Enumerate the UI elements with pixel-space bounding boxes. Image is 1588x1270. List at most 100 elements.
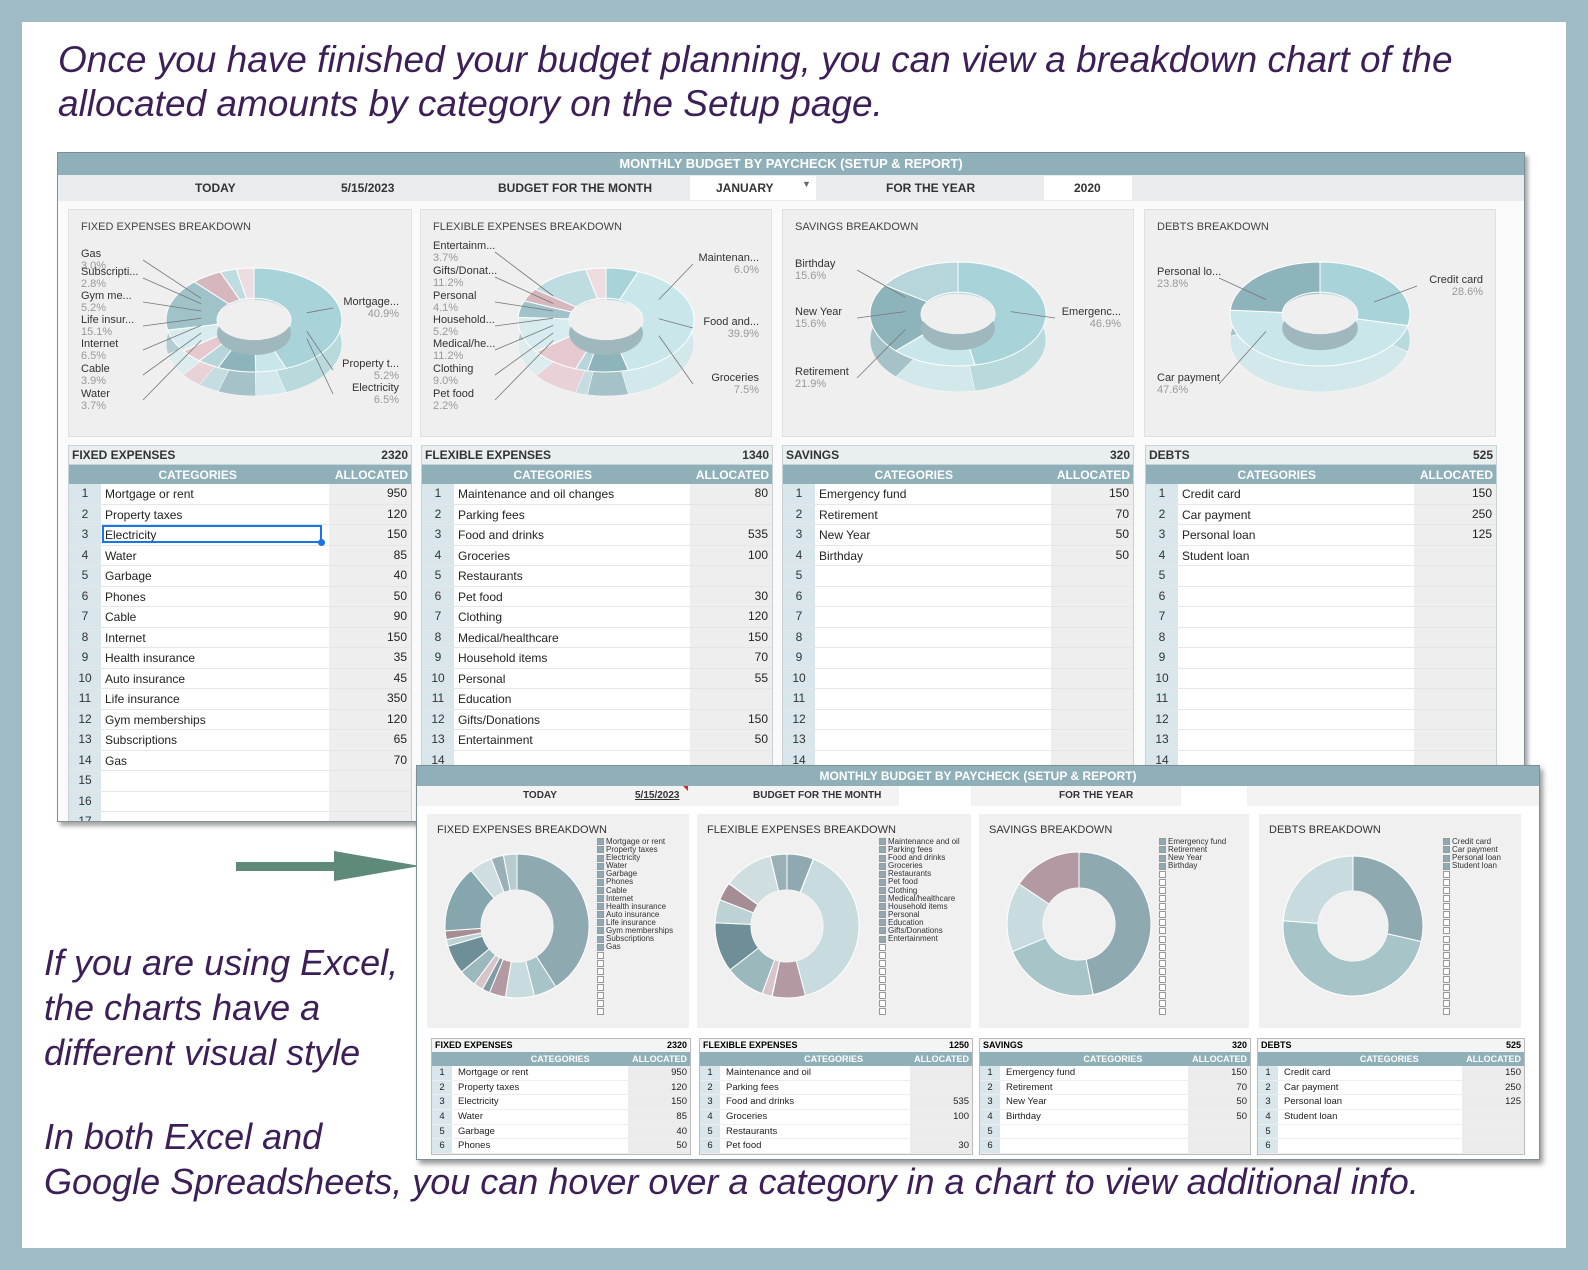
allocated-cell[interactable]: 535: [910, 1095, 972, 1110]
allocated-cell[interactable]: [1051, 648, 1133, 668]
allocated-cell[interactable]: [1414, 607, 1496, 627]
allocated-cell[interactable]: 50: [1188, 1110, 1250, 1124]
legend-item[interactable]: [879, 992, 960, 1000]
category-cell[interactable]: Maintenance and oil: [726, 1067, 812, 1078]
allocated-cell[interactable]: 150: [1462, 1066, 1524, 1080]
allocated-cell[interactable]: 50: [329, 586, 411, 606]
category-cell[interactable]: New Year: [819, 528, 871, 542]
legend-item[interactable]: Credit card: [1443, 837, 1501, 846]
category-cell[interactable]: Clothing: [458, 610, 503, 624]
fill-handle[interactable]: [318, 539, 325, 546]
allocated-cell[interactable]: 35: [329, 648, 411, 668]
allocated-cell[interactable]: [910, 1066, 972, 1080]
allocated-cell[interactable]: 150: [1051, 484, 1133, 504]
allocated-cell[interactable]: [329, 812, 411, 821]
category-cell[interactable]: Electricity: [105, 528, 157, 542]
donut-chart[interactable]: [421, 210, 773, 436]
category-cell[interactable]: Pet food: [458, 589, 503, 604]
category-cell[interactable]: Student loan: [1182, 548, 1250, 563]
allocated-cell[interactable]: [1462, 1110, 1524, 1124]
category-cell[interactable]: Restaurants: [726, 1125, 778, 1137]
category-cell[interactable]: New Year: [1006, 1096, 1047, 1108]
legend-item[interactable]: [879, 968, 960, 976]
category-cell[interactable]: Life insurance: [105, 692, 180, 706]
allocated-cell[interactable]: 50: [1051, 545, 1133, 565]
legend-item[interactable]: Education: [879, 918, 960, 927]
donut-chart[interactable]: [697, 814, 971, 1028]
legend-item[interactable]: [1443, 1008, 1501, 1016]
legend-item[interactable]: Personal: [879, 910, 960, 919]
donut-chart[interactable]: [1259, 814, 1521, 1028]
legend-item[interactable]: Garbage: [597, 870, 673, 878]
allocated-cell[interactable]: 150: [1414, 484, 1496, 504]
allocated-cell[interactable]: 50: [1188, 1095, 1250, 1110]
legend-item[interactable]: Health insurance: [597, 902, 673, 911]
legend-item[interactable]: Pet food: [879, 878, 960, 886]
legend-item[interactable]: Food and drinks: [879, 854, 960, 862]
category-cell[interactable]: Personal loan: [1284, 1096, 1343, 1108]
allocated-cell[interactable]: [1414, 709, 1496, 729]
allocated-cell[interactable]: [1051, 627, 1133, 647]
allocated-cell[interactable]: 85: [329, 545, 411, 565]
allocated-cell[interactable]: 55: [690, 668, 772, 688]
legend-item[interactable]: Groceries: [879, 862, 960, 870]
category-cell[interactable]: Garbage: [105, 569, 152, 583]
allocated-cell[interactable]: 85: [628, 1110, 690, 1124]
allocated-cell[interactable]: [329, 791, 411, 811]
donut-chart[interactable]: [1145, 210, 1497, 436]
legend-item[interactable]: Subscriptions: [597, 935, 673, 943]
category-cell[interactable]: Maintenance and oil changes: [458, 487, 615, 501]
category-cell[interactable]: Medical/healthcare: [458, 630, 559, 645]
category-cell[interactable]: Food and drinks: [458, 528, 545, 542]
category-cell[interactable]: Gym memberships: [105, 712, 206, 727]
legend-item[interactable]: Emergency fund: [1159, 837, 1226, 846]
category-cell[interactable]: Gas: [105, 753, 128, 768]
legend-item[interactable]: [879, 1008, 960, 1016]
excel-month-select[interactable]: [899, 786, 971, 806]
category-cell[interactable]: Garbage: [458, 1125, 495, 1137]
allocated-cell[interactable]: 150: [329, 525, 411, 545]
allocated-cell[interactable]: 150: [1188, 1066, 1250, 1080]
flexible-expenses-chart[interactable]: FLEXIBLE EXPENSES BREAKDOWN Entertainm..…: [420, 209, 772, 437]
category-cell[interactable]: Internet: [105, 630, 146, 645]
legend-item[interactable]: Personal loan: [1443, 854, 1501, 862]
allocated-cell[interactable]: 50: [690, 730, 772, 750]
category-cell[interactable]: Auto insurance: [105, 671, 186, 686]
allocated-cell[interactable]: 120: [329, 504, 411, 524]
category-cell[interactable]: Entertainment: [458, 733, 533, 747]
legend-item[interactable]: Internet: [597, 894, 673, 903]
category-cell[interactable]: Subscriptions: [105, 733, 178, 747]
category-cell[interactable]: Groceries: [458, 548, 511, 563]
category-cell[interactable]: Restaurants: [458, 569, 523, 583]
allocated-cell[interactable]: 250: [1414, 504, 1496, 524]
legend-item[interactable]: [597, 959, 673, 967]
category-cell[interactable]: Gifts/Donations: [458, 712, 541, 727]
category-cell[interactable]: Parking fees: [726, 1081, 779, 1093]
legend-item[interactable]: [879, 984, 960, 992]
allocated-cell[interactable]: 50: [628, 1139, 690, 1154]
excel-flexible-chart[interactable]: FLEXIBLE EXPENSES BREAKDOWN Maintenance …: [697, 814, 971, 1028]
donut-chart[interactable]: [783, 210, 1135, 436]
legend-item[interactable]: Maintenance and oil: [879, 837, 960, 846]
category-cell[interactable]: Pet food: [726, 1140, 762, 1152]
excel-year-field[interactable]: [1181, 786, 1247, 806]
allocated-cell[interactable]: [1414, 730, 1496, 750]
allocated-cell[interactable]: [1414, 627, 1496, 647]
category-cell[interactable]: Retirement: [819, 507, 878, 522]
allocated-cell[interactable]: 40: [628, 1124, 690, 1139]
allocated-cell[interactable]: 50: [1051, 525, 1133, 545]
allocated-cell[interactable]: 70: [690, 648, 772, 668]
legend-item[interactable]: New Year: [1159, 854, 1226, 862]
allocated-cell[interactable]: [1051, 586, 1133, 606]
legend-item[interactable]: Gym memberships: [597, 926, 673, 935]
savings-chart[interactable]: SAVINGS BREAKDOWN Birthday 15.6% New Year 1…: [782, 209, 1134, 437]
allocated-cell[interactable]: [1414, 689, 1496, 709]
allocated-cell[interactable]: 120: [628, 1080, 690, 1095]
legend-item[interactable]: Water: [597, 862, 673, 870]
legend-item[interactable]: [597, 976, 673, 984]
legend-item[interactable]: Parking fees: [879, 845, 960, 854]
legend-item[interactable]: Electricity: [597, 854, 673, 862]
allocated-cell[interactable]: [1414, 648, 1496, 668]
legend-item[interactable]: Phones: [597, 878, 673, 886]
legend-item[interactable]: Mortgage or rent: [597, 837, 673, 846]
